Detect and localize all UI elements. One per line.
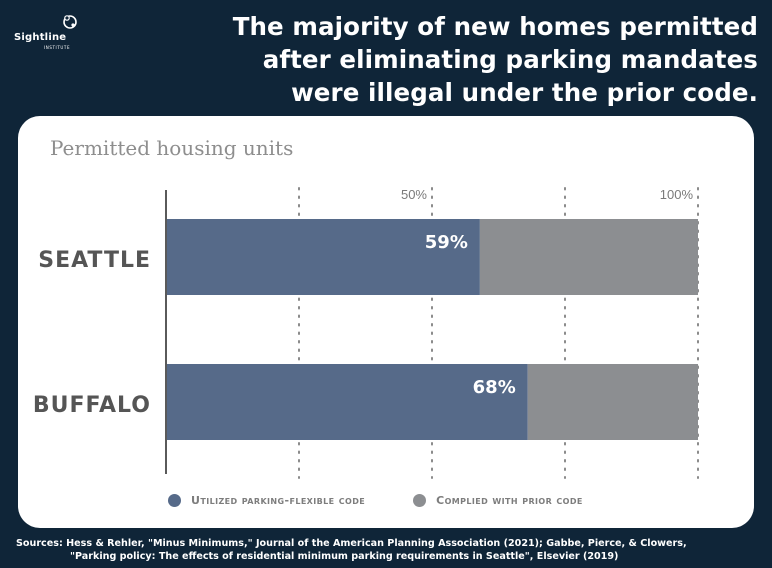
bar-seattle-flexible	[166, 219, 480, 295]
category-label: BUFFALO	[33, 393, 151, 418]
data-label: 68%	[473, 377, 516, 398]
chart-card: Permitted housing units 50% 100% 59% SEATTL…	[18, 116, 754, 528]
legend-item-prior: Complied with prior code	[413, 494, 583, 507]
sources-line: "Parking policy: The effects of resident…	[70, 551, 619, 562]
legend-item-flexible: Utilized parking-flexible code	[168, 494, 365, 507]
legend-swatch-prior	[413, 494, 427, 507]
legend-label-prior: Complied with prior code	[436, 494, 583, 507]
category-label: SEATTLE	[38, 248, 151, 273]
data-label: 59%	[425, 232, 468, 253]
logo-mark-icon	[63, 15, 77, 29]
legend: Utilized parking-flexible code Complied …	[168, 494, 583, 507]
logo-subtitle: INSTITUTE	[44, 45, 71, 50]
headline-line: were illegal under the prior code.	[291, 78, 758, 107]
chart-title: Permitted housing units	[50, 136, 294, 160]
tick-label: 50%	[401, 187, 427, 202]
legend-label-flexible: Utilized parking-flexible code	[191, 494, 366, 507]
legend-swatch-flexible	[168, 494, 181, 507]
sightline-logo: Sightline INSTITUTE	[14, 14, 80, 50]
headline-line: after eliminating parking mandates	[262, 45, 758, 74]
logo-name: Sightline	[14, 32, 67, 43]
sources-line: Sources: Hess & Rehler, "Minus Minimums,…	[16, 538, 687, 549]
tick-label: 100%	[660, 187, 694, 202]
bar-buffalo-prior	[527, 364, 698, 440]
headline-line: The majority of new homes permitted	[232, 12, 758, 41]
sources-note: Sources: Hess & Rehler, "Minus Minimums,…	[16, 537, 716, 563]
bar-chart: 50% 100% 59% SEATTLE 68% BUFFALO	[33, 187, 699, 479]
bar-seattle-prior	[479, 219, 698, 295]
bar-buffalo-flexible	[166, 364, 528, 440]
headline: The majority of new homes permitted afte…	[118, 10, 758, 109]
